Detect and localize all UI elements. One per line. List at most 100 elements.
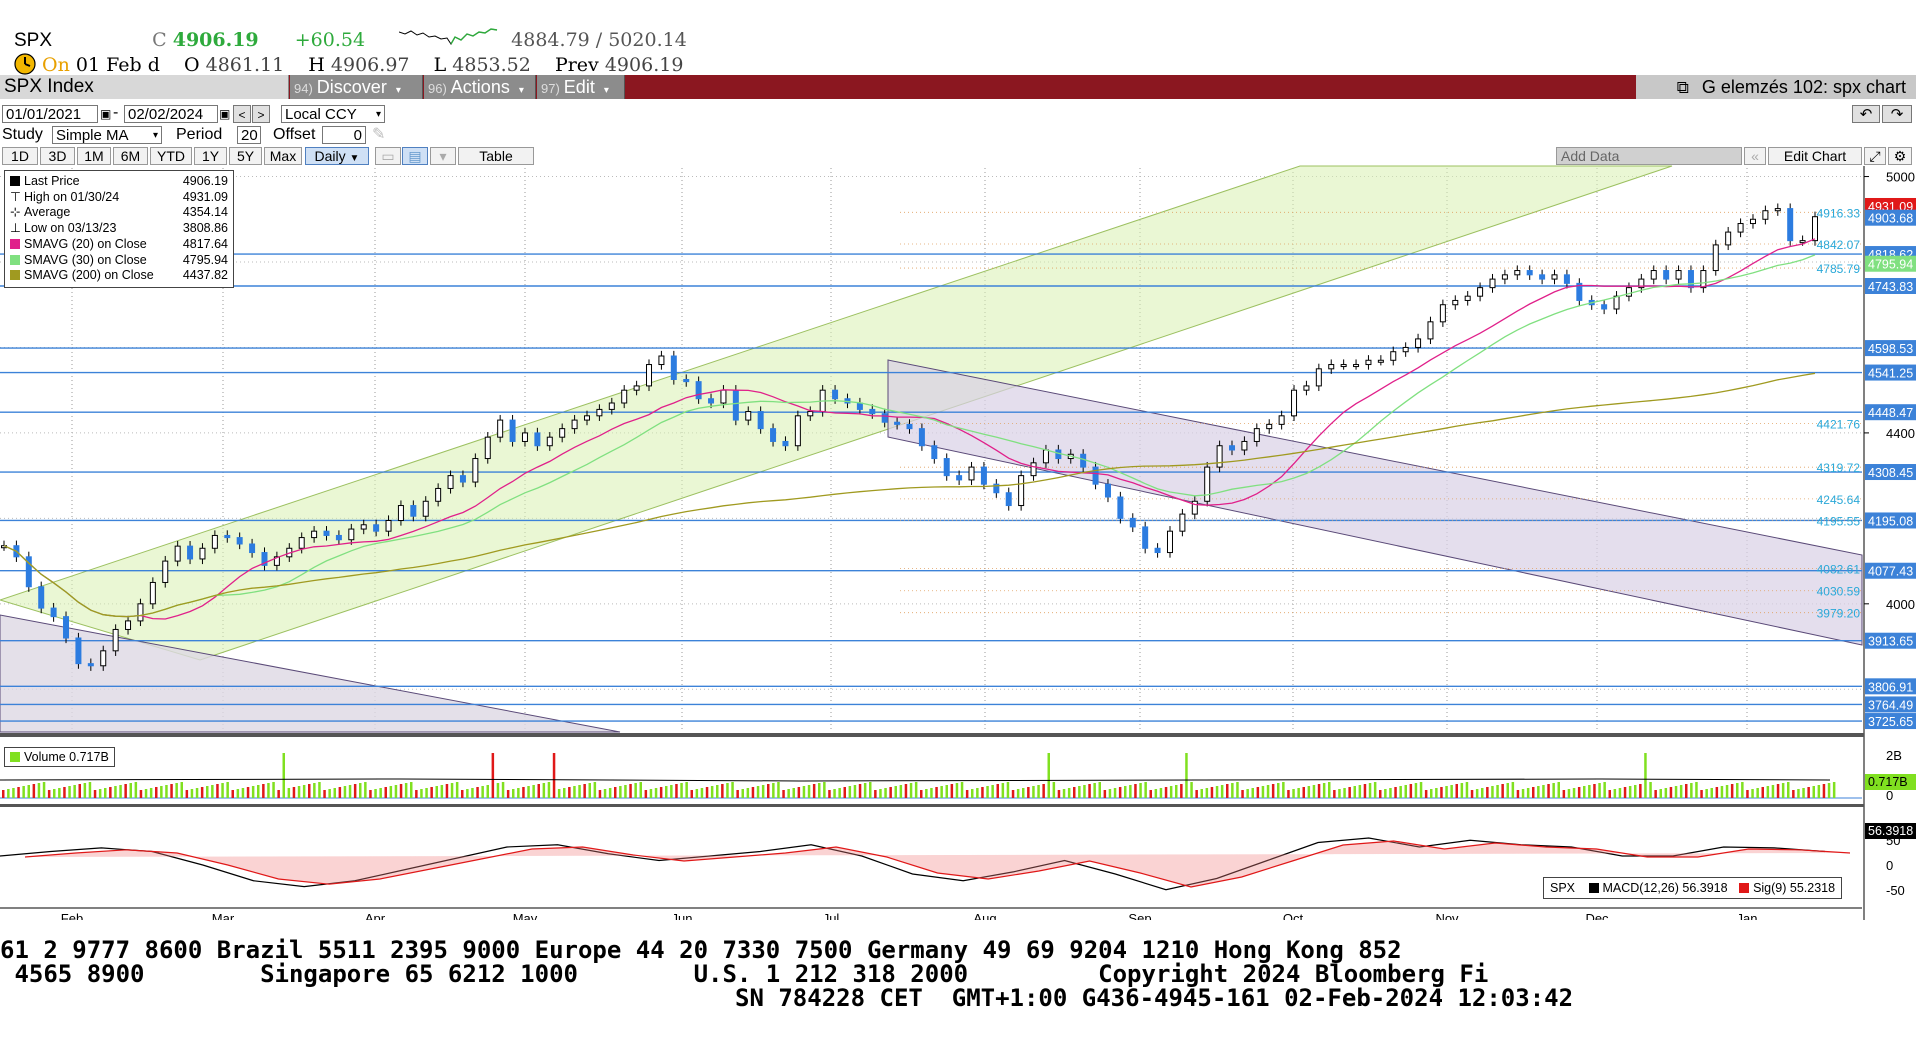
volume-bar xyxy=(206,786,209,798)
panel-divider xyxy=(0,733,1864,737)
currency-select[interactable]: Local CCY ▾ xyxy=(281,105,385,123)
volume-bar xyxy=(144,789,148,798)
macd-value-label: 56.3918 xyxy=(1868,824,1913,838)
start-date-input[interactable]: 01/01/2021 xyxy=(2,105,98,123)
volume-bar xyxy=(104,788,107,798)
volume-bar xyxy=(649,789,653,798)
candle-body xyxy=(1749,218,1756,225)
volume-bar xyxy=(1414,783,1418,798)
actions-menu[interactable]: 96) Actions ▾ xyxy=(424,75,536,99)
volume-legend-label: Volume 0.717B xyxy=(24,750,109,764)
axis-label: 5000 xyxy=(1886,170,1915,185)
volume-bar xyxy=(73,785,76,798)
collapse-icon[interactable]: « xyxy=(1744,147,1766,165)
open-value: 4861.11 xyxy=(205,54,285,76)
candle-body xyxy=(87,663,94,667)
candle-body xyxy=(670,355,677,380)
prev-period-button[interactable]: < xyxy=(233,105,251,123)
candle-body xyxy=(1464,295,1471,301)
security-field[interactable]: SPX Index xyxy=(0,75,289,99)
macd-axis-label: -50 xyxy=(1886,883,1905,898)
candle-body xyxy=(546,436,553,447)
range-tab-3d[interactable]: 3D xyxy=(40,147,75,165)
discover-menu[interactable]: 94) Discover ▾ xyxy=(290,75,423,99)
calendar-icon[interactable]: ▣ xyxy=(219,107,231,121)
legend-label: Low on 03/13/23 xyxy=(24,221,117,236)
volume-bar xyxy=(501,782,505,798)
volume-bar xyxy=(1542,785,1545,798)
volume-bar xyxy=(1103,790,1107,798)
volume-bar xyxy=(1139,783,1142,798)
price-chart[interactable]: 4916.33 4842.07 4785.79 4421.76 4319.72 4245.… xyxy=(0,0,1916,920)
edit-chart-button[interactable]: Edit Chart xyxy=(1768,147,1862,165)
volume-bar xyxy=(348,785,352,798)
bar-style-icon[interactable]: ▤ xyxy=(402,147,428,165)
range-tab-1d[interactable]: 1D xyxy=(2,147,38,165)
candle-body xyxy=(1415,338,1422,348)
range-tab-1m[interactable]: 1M xyxy=(77,147,111,165)
candle-body xyxy=(1526,270,1533,276)
volume-bar xyxy=(1725,785,1729,798)
moving-average-line xyxy=(3,238,1816,620)
range-tab-ytd[interactable]: YTD xyxy=(150,147,192,165)
frequency-select[interactable]: Daily ▼ xyxy=(305,147,369,165)
actions-number: 96) xyxy=(428,81,447,96)
offset-input[interactable]: 0 xyxy=(322,126,366,144)
candle-body xyxy=(534,432,541,447)
volume-bar xyxy=(1353,786,1356,798)
volume-bar xyxy=(532,785,535,798)
volume-legend: Volume 0.717B xyxy=(4,747,115,767)
signal-swatch xyxy=(1739,883,1750,893)
volume-bar xyxy=(751,787,755,798)
volume-bar xyxy=(369,790,372,798)
study-select[interactable]: Simple MA ▾ xyxy=(52,126,162,144)
calendar-icon[interactable]: ▣ xyxy=(100,107,112,121)
candle-body xyxy=(410,505,417,517)
volume-bar xyxy=(940,786,943,798)
candle-body xyxy=(1563,274,1570,284)
candle-body xyxy=(373,524,380,532)
volume-bar xyxy=(828,790,831,798)
edit-menu[interactable]: 97) Edit ▾ xyxy=(537,75,625,99)
macd-label: MACD(12,26) 56.3918 xyxy=(1602,881,1728,895)
volume-bar xyxy=(149,788,153,798)
legend-row: ⊤ High on 01/30/24 4931.09 xyxy=(10,190,228,206)
pencil-icon[interactable]: ✎ xyxy=(372,126,386,143)
volume-bar xyxy=(1802,788,1805,798)
settings-icon[interactable]: ⚙ xyxy=(1888,147,1912,165)
volume-bar xyxy=(1011,790,1015,798)
volume-bar xyxy=(1572,788,1576,798)
volume-bar xyxy=(522,787,525,798)
candle-body xyxy=(1241,440,1248,451)
next-period-button[interactable]: > xyxy=(252,105,270,123)
axis-label: 4400 xyxy=(1886,426,1915,441)
line-style-icon[interactable]: ▭ xyxy=(375,147,401,165)
candle-body xyxy=(1501,274,1508,280)
range-tab-1y[interactable]: 1Y xyxy=(194,147,227,165)
candle-body xyxy=(1377,359,1384,363)
chevron-down-icon: ▾ xyxy=(152,130,158,141)
volume-bar xyxy=(134,782,138,798)
chart-title-panel[interactable]: ⧉ G elemzés 102: spx chart xyxy=(1636,75,1916,99)
legend-row: ⊹ Average 4354.14 xyxy=(10,205,228,221)
volume-bar xyxy=(537,784,540,798)
frequency-value: Daily xyxy=(314,148,346,164)
volume-bar xyxy=(313,783,316,798)
period-input[interactable]: 20 xyxy=(237,126,261,144)
candle-body xyxy=(1489,278,1496,289)
volume-bar xyxy=(547,782,551,798)
expand-icon[interactable]: ⤢ xyxy=(1864,147,1886,165)
add-data-input[interactable]: Add Data xyxy=(1556,147,1742,165)
range-tab-5y[interactable]: 5Y xyxy=(229,147,262,165)
volume-bar xyxy=(639,782,642,798)
range-tab-max[interactable]: Max xyxy=(264,147,302,165)
volume-bar xyxy=(471,788,474,798)
range-tab-6m[interactable]: 6M xyxy=(113,147,148,165)
candle-body xyxy=(273,556,280,566)
undo-icon[interactable]: ↶ xyxy=(1852,105,1880,123)
end-date-input[interactable]: 02/02/2024 xyxy=(124,105,218,123)
macd-ticker: SPX xyxy=(1550,881,1576,895)
redo-icon[interactable]: ↷ xyxy=(1882,105,1912,123)
more-icon[interactable]: ▾ xyxy=(430,147,456,165)
table-button[interactable]: Table xyxy=(458,147,534,165)
